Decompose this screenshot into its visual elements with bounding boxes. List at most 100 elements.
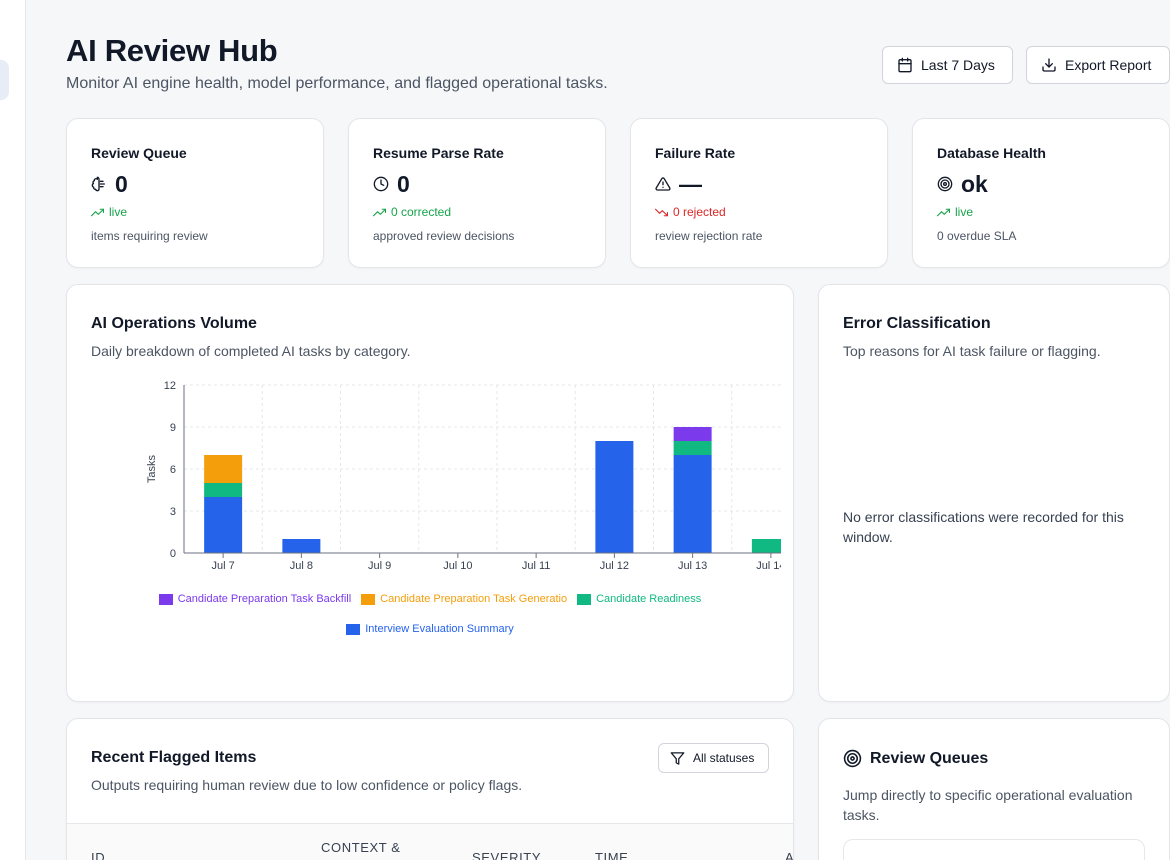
chart-legend: Candidate Preparation Task Backfill Candi… [67,593,793,605]
stat-trend: 0 corrected [373,205,581,219]
sidebar-active-item[interactable] [0,60,9,100]
review-queues-title: Review Queues [870,749,989,767]
column-header-context[interactable]: CONTEXT & [321,840,401,855]
error-classification-card: Error Classification Top reasons for AI … [818,284,1170,702]
download-icon [1042,58,1056,72]
ops-volume-subtitle: Daily breakdown of completed AI tasks by… [91,343,411,359]
status-filter-label: All statuses [693,751,755,765]
chart-y-tick-label: 3 [170,506,176,518]
legend-item[interactable]: Interview Evaluation Summary [346,623,514,635]
column-header-severity[interactable]: SEVERITY [472,850,542,860]
table-header: ID CONTEXT & SEVERITY TIME A [67,823,793,860]
ops-volume-card: AI Operations Volume Daily breakdown of … [66,284,794,702]
flagged-items-title: Recent Flagged Items [91,749,257,766]
legend-label: Candidate Preparation Task Generatio [380,593,568,605]
main-content: AI Review Hub Monitor AI engine health, … [66,0,1170,860]
trending-down-icon [655,208,668,216]
stat-trend-text: live [955,205,974,219]
error-classification-subtitle: Top reasons for AI task failure or flagg… [843,343,1101,359]
stat-trend-text: live [109,205,128,219]
target-icon [937,176,953,192]
date-range-button[interactable]: Last 7 Days [882,46,1013,84]
trending-up-icon [373,208,386,216]
legend-label: Candidate Preparation Task Backfill [177,593,352,605]
chart-x-tick-label: Jul 12 [600,560,629,572]
chart-legend-row-2: Interview Evaluation Summary [67,623,793,635]
chart-bar-segment[interactable] [204,455,243,483]
review-queues-card: Review Queues Jump directly to specific … [818,718,1170,860]
chart-bar-segment[interactable] [204,497,243,553]
stat-card-resume-parse-rate: Resume Parse Rate 0 0 corrected approved… [348,118,606,268]
calendar-icon [898,57,912,73]
trending-up-icon [91,208,104,216]
chart-y-tick-label: 0 [170,548,176,560]
export-label: Export Report [1065,57,1152,73]
flagged-items-card: Recent Flagged Items Outputs requiring h… [66,718,794,860]
stat-trend-text: 0 rejected [673,205,726,219]
stat-value: 0 [115,170,128,197]
chart-bar-segment[interactable] [751,539,781,553]
chart-x-tick-label: Jul 10 [443,560,472,572]
stat-trend-text: 0 corrected [391,205,452,219]
chart-x-tick-label: Jul 13 [678,560,707,572]
stat-label: Resume Parse Rate [373,145,504,161]
ops-volume-title: AI Operations Volume [91,315,257,332]
chart-bar-segment[interactable] [673,427,712,441]
alert-triangle-icon [655,177,671,191]
stat-trend: live [937,205,1145,219]
legend-item[interactable]: Candidate Readiness [577,593,701,605]
legend-swatch [346,623,361,635]
stat-card-database-health: Database Health ok live 0 overdue SLA [912,118,1170,268]
stat-footnote: items requiring review [91,229,208,243]
page-title: AI Review Hub [66,33,278,68]
chart-bar-segment[interactable] [204,483,243,497]
legend-item[interactable]: Candidate Preparation Task Generatio [361,593,567,605]
stat-value: — [679,170,702,197]
chart-x-tick-label: Jul 14 [756,560,781,572]
chart-bar-segment[interactable] [282,539,321,553]
stat-label: Review Queue [91,145,187,161]
review-queue-item[interactable] [843,839,1145,860]
target-icon [843,749,862,768]
error-classification-title: Error Classification [843,315,991,332]
chart-x-tick-label: Jul 7 [212,560,235,572]
legend-label: Candidate Readiness [596,593,702,605]
column-header-actions[interactable]: A [785,850,794,860]
sidebar [0,0,26,860]
review-queues-subtitle: Jump directly to specific operational ev… [843,787,1133,823]
ops-volume-chart: 0 3 6 9 12 Jul 7 Jul 8 Jul 9 Jul 10 Jul 11 Jul 12 J… [146,380,781,572]
stat-label: Failure Rate [655,145,736,161]
empty-state-message: No error classifications were recorded f… [843,509,1124,545]
stat-value: ok [961,170,988,197]
legend-item[interactable]: Candidate Preparation Task Backfill [158,593,352,605]
stat-card-failure-rate: Failure Rate — 0 rejected review rejecti… [630,118,888,268]
chart-y-tick-label: 6 [170,464,176,476]
chart-y-tick-label: 12 [164,380,176,392]
chart-y-axis-label: Tasks [146,454,158,483]
page-subtitle: Monitor AI engine health, model performa… [66,75,608,92]
export-report-button[interactable]: Export Report [1026,46,1170,84]
clock-icon [373,176,389,192]
chart-bar-segment[interactable] [595,441,634,553]
date-range-label: Last 7 Days [921,57,995,73]
stat-trend: live [91,205,299,219]
chart-x-tick-label: Jul 9 [368,560,391,572]
legend-swatch [577,593,592,605]
brain-icon [91,176,105,192]
chart-bar-segment[interactable] [673,441,712,455]
legend-label: Interview Evaluation Summary [365,623,514,635]
column-header-time[interactable]: TIME [595,850,629,860]
legend-swatch [361,593,376,605]
trending-up-icon [937,208,950,216]
chart-bar-segment[interactable] [673,455,712,553]
stat-footnote: review rejection rate [655,229,763,243]
column-header-id[interactable]: ID [91,850,106,860]
stat-footnote: approved review decisions [373,229,515,243]
chart-x-tick-label: Jul 11 [522,560,551,572]
legend-swatch [158,593,173,605]
review-queues-heading: Review Queues [843,749,988,768]
filter-icon [670,751,685,765]
chart-y-tick-label: 9 [170,422,176,434]
stat-value: 0 [397,170,410,197]
status-filter-button[interactable]: All statuses [658,743,769,773]
